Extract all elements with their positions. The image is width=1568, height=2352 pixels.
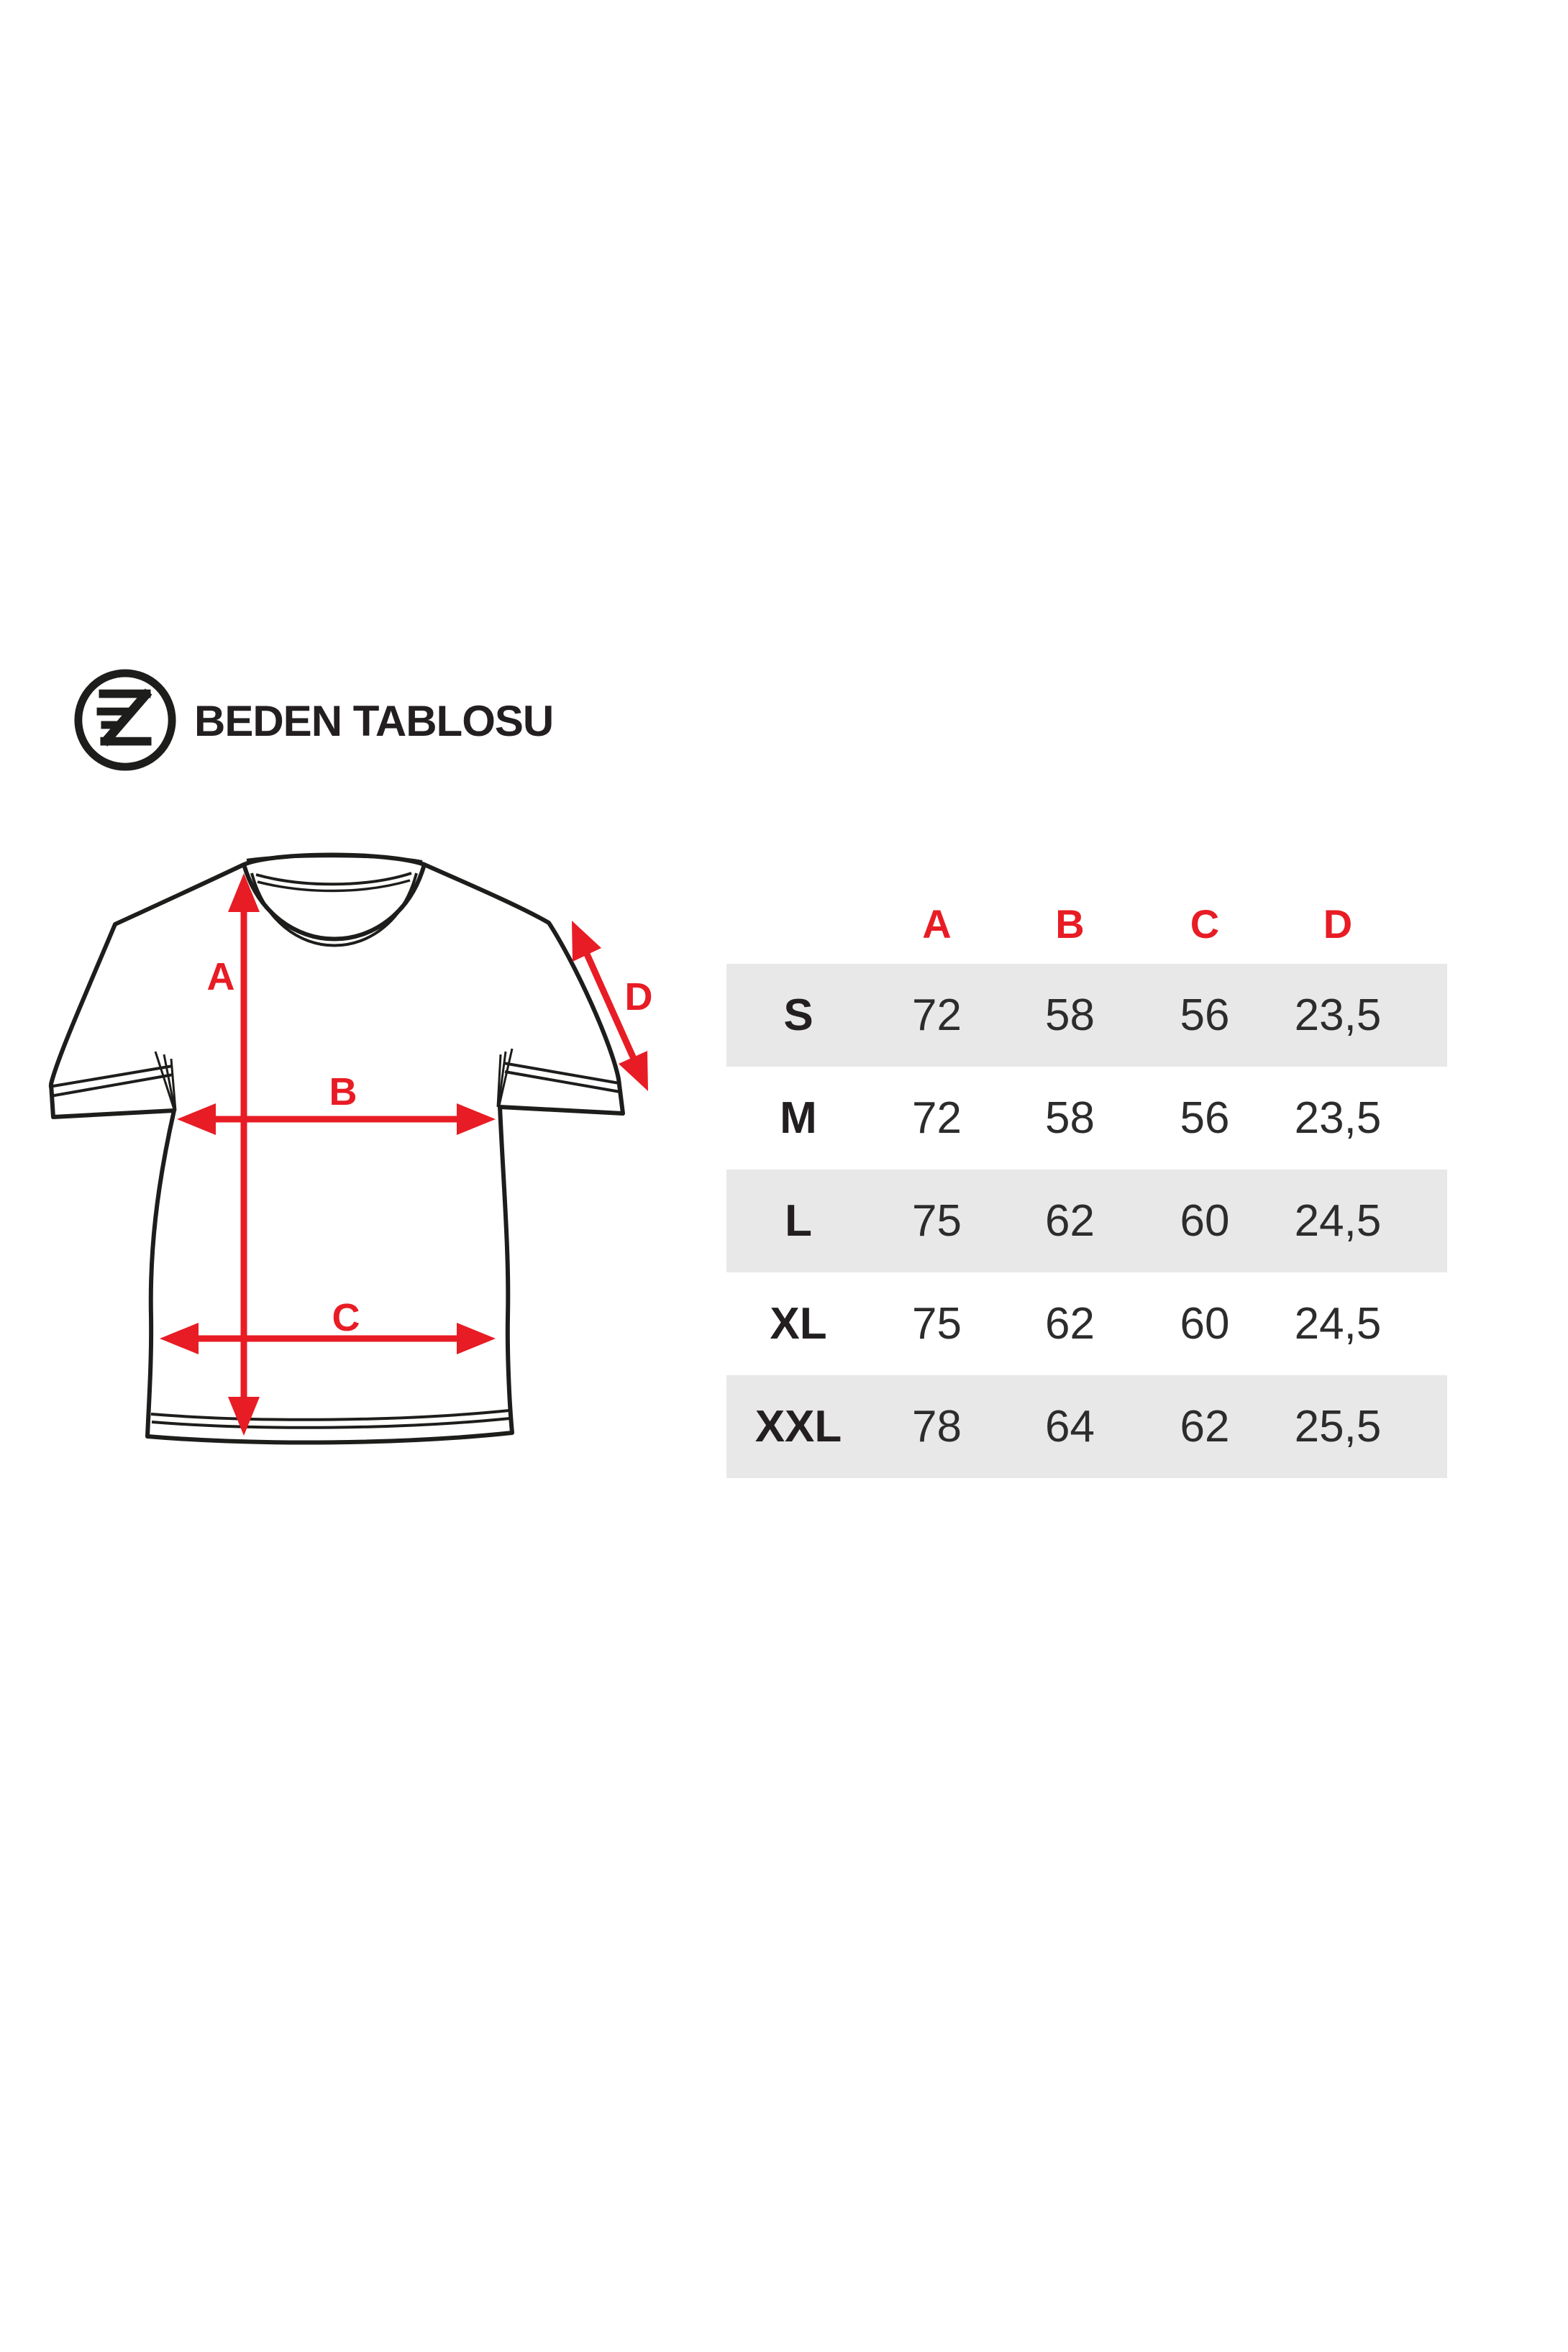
measure-arrow-c (160, 1323, 496, 1354)
table-row-m: M 72 58 56 23,5 (726, 1067, 1447, 1170)
value-b: 58 (1045, 990, 1095, 1040)
tshirt-outline (49, 852, 625, 1445)
measure-label-a: A (207, 955, 235, 998)
measure-label-c: C (332, 1296, 360, 1339)
value-d: 25,5 (1294, 1402, 1382, 1451)
measure-arrow-d (572, 921, 648, 1091)
value-d: 24,5 (1294, 1299, 1382, 1349)
value-d: 24,5 (1294, 1196, 1382, 1246)
size-table-body: S 72 58 56 23,5 M 72 58 56 23,5 L 75 62 … (726, 964, 1447, 1478)
measure-arrow-b (177, 1103, 496, 1135)
value-a: 78 (912, 1402, 962, 1451)
table-row-xxl: XXL 78 64 62 25,5 (726, 1375, 1447, 1478)
armpit-creases (154, 1048, 514, 1111)
measure-arrow-a (228, 873, 260, 1436)
value-a: 75 (912, 1196, 962, 1246)
value-c: 60 (1180, 1196, 1230, 1246)
value-c: 60 (1180, 1299, 1230, 1349)
value-d: 23,5 (1294, 990, 1382, 1040)
value-c: 56 (1180, 990, 1230, 1040)
cuff-lines (48, 1062, 621, 1098)
column-header-d: D (1323, 901, 1353, 947)
value-b: 58 (1045, 1093, 1095, 1143)
value-d: 23,5 (1294, 1093, 1382, 1143)
value-c: 56 (1180, 1093, 1230, 1143)
column-header-c: C (1190, 901, 1220, 947)
value-a: 75 (912, 1299, 962, 1349)
size-label: M (780, 1093, 817, 1143)
value-c: 62 (1180, 1402, 1230, 1451)
size-label: S (783, 990, 813, 1040)
tshirt-measurement-diagram: A B C D (48, 852, 653, 1445)
value-a: 72 (912, 990, 962, 1040)
brand-z-logo-icon (74, 669, 176, 771)
page-title: BEDEN TABLOSU (194, 696, 554, 745)
size-label: XL (770, 1299, 827, 1349)
column-header-b: B (1055, 901, 1085, 947)
value-b: 64 (1045, 1402, 1095, 1451)
value-b: 62 (1045, 1299, 1095, 1349)
size-table: A B C D S 72 58 56 23,5 M 72 58 56 23,5 … (726, 883, 1447, 1478)
size-label: L (785, 1196, 812, 1246)
measure-label-b: B (329, 1070, 357, 1113)
size-label: XXL (755, 1402, 842, 1451)
hem-lines (150, 1409, 511, 1429)
column-header-a: A (922, 901, 952, 947)
size-table-header: A B C D (726, 883, 1447, 964)
table-row-l: L 75 62 60 24,5 (726, 1170, 1447, 1272)
value-b: 62 (1045, 1196, 1095, 1246)
table-row-s: S 72 58 56 23,5 (726, 964, 1447, 1067)
measure-label-d: D (625, 975, 653, 1018)
table-row-xl: XL 75 62 60 24,5 (726, 1272, 1447, 1375)
brand-header: BEDEN TABLOSU (72, 667, 554, 774)
value-a: 72 (912, 1093, 962, 1143)
collar-lines (242, 854, 427, 947)
